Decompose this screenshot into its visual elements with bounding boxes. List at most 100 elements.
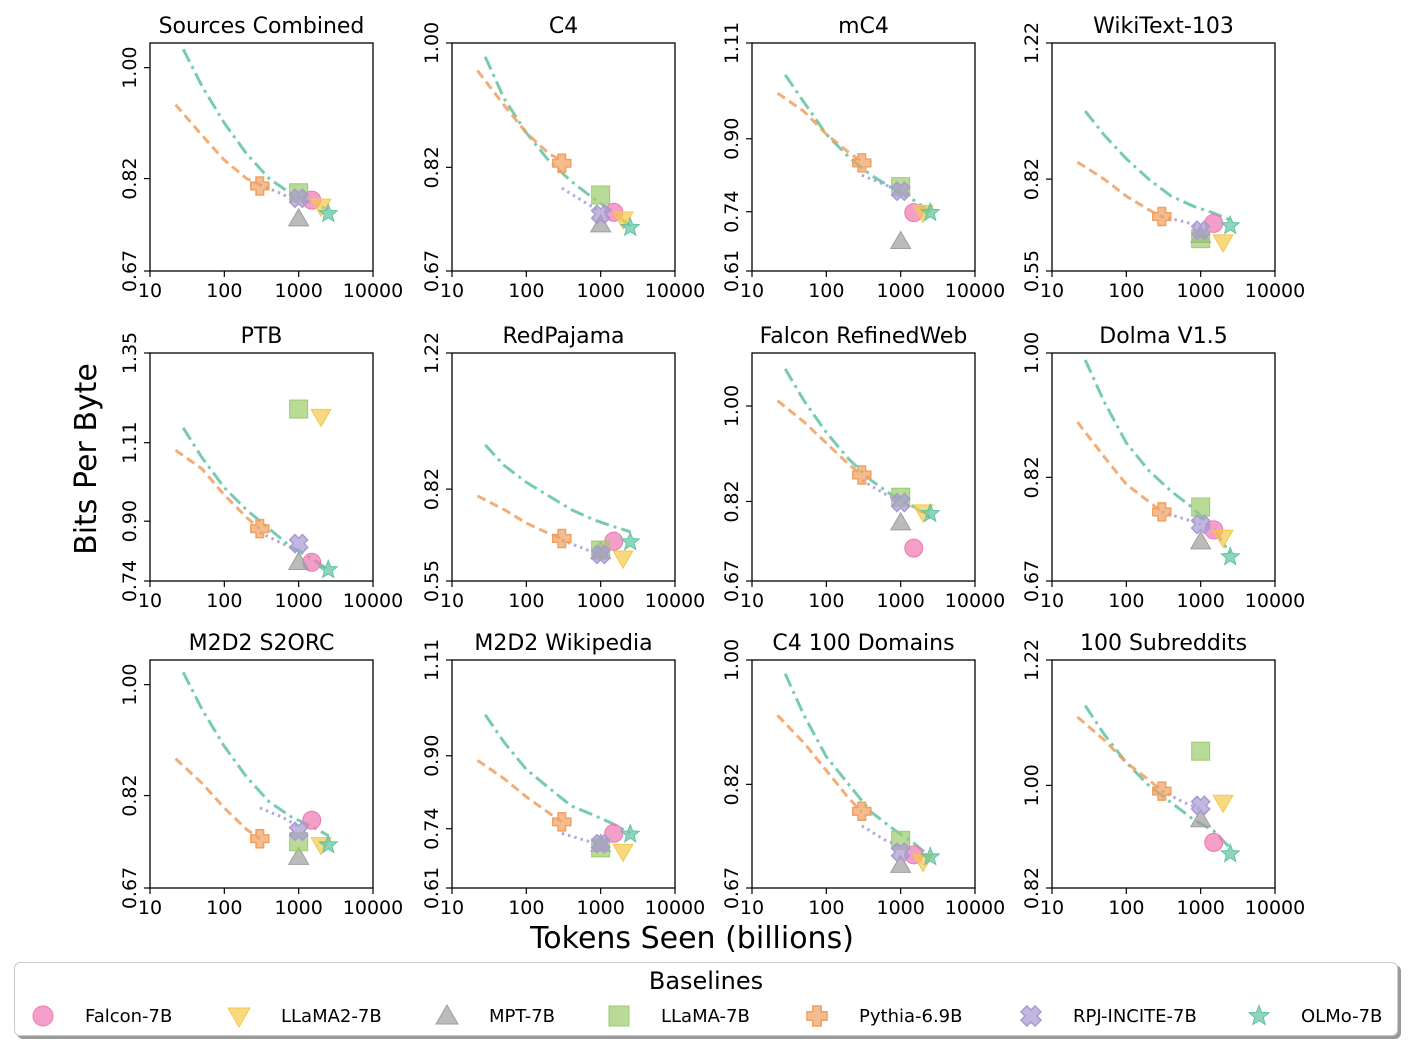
y-tick-label: 1.11 — [721, 22, 743, 64]
y-tick-label: 1.11 — [421, 639, 443, 681]
point-rpj-incite-7b — [890, 841, 911, 863]
x-tick-label: 1000 — [576, 280, 624, 302]
point-falcon-7b — [302, 810, 322, 830]
legend-marker-llama-7b — [608, 1005, 630, 1027]
x-tick-label: 10000 — [343, 897, 403, 919]
point-olmo-7b — [317, 558, 339, 579]
x-tick-label: 10 — [440, 590, 464, 612]
legend-marker-llama2-7b — [227, 1007, 251, 1028]
y-tick-label: 0.61 — [721, 250, 743, 292]
legend-marker-olmo-7b — [1247, 1004, 1271, 1026]
legend-label: RPJ-INCITE-7B — [1073, 1005, 1197, 1027]
point-pythia-6-9b — [552, 153, 572, 173]
legend-label: LLaMA2-7B — [281, 1005, 382, 1027]
point-rpj-incite-7b — [590, 544, 611, 565]
legend-item-mpt-7b: MPT-7B — [433, 1001, 555, 1031]
point-pythia-6-9b — [852, 465, 872, 485]
series-line-olmo-7b — [1084, 110, 1231, 222]
x-tick-label: 10000 — [645, 280, 705, 302]
x-tick-label: 1000 — [576, 897, 624, 919]
legend-label: MPT-7B — [489, 1005, 556, 1027]
y-tick-label: 0.67 — [1021, 560, 1043, 602]
legend-item-llama2-7b: LLaMA2-7B — [225, 1001, 382, 1031]
x-tick-label: 100 — [508, 280, 544, 302]
plot-frame — [751, 352, 976, 582]
y-tick-label: 0.90 — [421, 735, 443, 777]
x-tick-label: 100 — [808, 590, 844, 612]
legend-items: Falcon-7B LLaMA2-7B MPT-7B LLaMA-7B Pythia-6… — [15, 1001, 1397, 1031]
series-line-olmo-7b — [783, 673, 932, 859]
x-tick-label: 100 — [808, 280, 844, 302]
y-tick-label: 0.55 — [421, 560, 443, 602]
x-tick-label: 100 — [508, 590, 544, 612]
series-line-olmo-7b — [484, 443, 631, 534]
x-tick-label: 10 — [740, 590, 764, 612]
y-tick-label: 0.82 — [721, 763, 743, 805]
y-tick-label: 0.90 — [119, 500, 141, 542]
point-falcon-7b — [904, 538, 924, 558]
series-line-olmo-7b — [181, 671, 329, 837]
plot-frame — [149, 659, 374, 889]
panel-title: PTB — [241, 324, 283, 349]
y-tick-label: 0.82 — [1021, 867, 1043, 909]
panel-redpajama: RedPajama 10 100 1000 10000 0.55 0.82 1.22 — [421, 324, 705, 612]
legend-marker-rpj-incite-7b — [1019, 1004, 1043, 1028]
panel-title: C4 100 Domains — [772, 631, 954, 656]
y-tick-label: 0.82 — [1021, 456, 1043, 498]
y-tick-label: 1.22 — [1021, 22, 1043, 64]
plot-frame — [451, 42, 676, 272]
point-mpt-7b — [589, 213, 612, 233]
legend-marker-shape — [32, 1005, 54, 1027]
x-tick-label: 100 — [206, 280, 242, 302]
point-olmo-7b — [1219, 545, 1241, 566]
x-tick-label: 100 — [206, 897, 242, 919]
panel-title: Sources Combined — [159, 14, 365, 39]
y-tick-label: 0.82 — [721, 480, 743, 522]
x-tick-label: 10 — [440, 280, 464, 302]
point-falcon-7b — [604, 823, 624, 843]
y-tick-label: 0.74 — [119, 560, 141, 602]
series-line-pythia-6-9b — [476, 759, 563, 824]
panel-dolma-v1-5: Dolma V1.5 10 100 1000 10000 0.67 0.82 1.00 — [1021, 324, 1305, 612]
x-tick-label: 10000 — [645, 590, 705, 612]
plot-frame — [1051, 352, 1276, 582]
x-tick-label: 100 — [808, 897, 844, 919]
y-tick-label: 0.82 — [119, 157, 141, 199]
series-line-rpj-incite-7b — [259, 806, 300, 828]
series-line-pythia-6-9b — [476, 494, 563, 540]
x-tick-label: 10000 — [1245, 590, 1305, 612]
x-tick-label: 10 — [440, 897, 464, 919]
x-tick-label: 10 — [1040, 280, 1064, 302]
point-olmo-7b — [1219, 214, 1241, 235]
y-tick-label: 0.82 — [1021, 158, 1043, 200]
legend-item-olmo-7b: OLMo-7B — [1245, 1001, 1382, 1031]
legend-marker-shape — [227, 1007, 251, 1028]
point-llama2-7b — [612, 550, 634, 570]
panel-falcon-refinedweb: Falcon RefinedWeb 10 100 1000 10000 0.67 0.82 1… — [721, 324, 1005, 612]
legend-marker-shape — [806, 1005, 828, 1027]
y-tick-label: 0.82 — [421, 468, 443, 510]
y-tick-label: 0.67 — [119, 250, 141, 292]
point-rpj-incite-7b — [890, 181, 911, 202]
x-tick-label: 10 — [740, 280, 764, 302]
y-tick-label: 0.67 — [421, 250, 443, 292]
point-llama2-7b — [310, 198, 332, 218]
y-tick-label: 0.61 — [421, 867, 443, 909]
point-rpj-incite-7b — [1190, 220, 1211, 241]
panel-100-subreddits: 100 Subreddits 10 100 1000 10000 0.82 1.00 1.22 — [1021, 631, 1305, 919]
panel-title: Dolma V1.5 — [1099, 324, 1227, 349]
point-mpt-7b — [889, 854, 912, 873]
point-mpt-7b — [889, 230, 912, 250]
legend-marker-pythia-6-9b — [806, 1005, 828, 1027]
y-tick-label: 1.00 — [721, 639, 743, 681]
legend-marker-shape — [435, 1004, 459, 1025]
panel-title: RedPajama — [502, 324, 624, 349]
x-tick-label: 10000 — [343, 280, 403, 302]
point-llama-7b — [289, 399, 309, 419]
point-pythia-6-9b — [552, 812, 572, 832]
x-axis-label: Tokens Seen (billions) — [529, 921, 854, 956]
point-pythia-6-9b — [1152, 206, 1172, 227]
point-mpt-7b — [1189, 530, 1212, 550]
panel-sources-combined: Sources Combined 10 100 1000 10000 0.67 0.82 1.… — [119, 14, 403, 302]
